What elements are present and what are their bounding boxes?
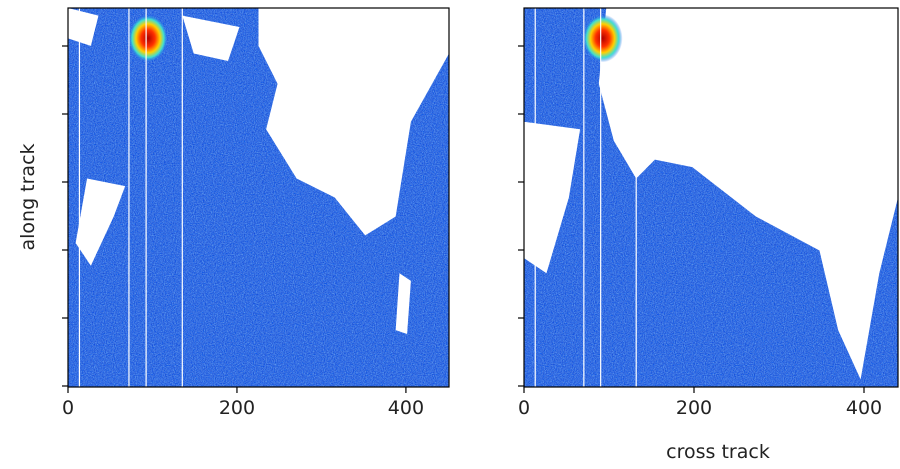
masked-region [598,8,898,380]
x-tick-label: 400 [846,397,882,419]
axes-frame [523,7,899,388]
y-axis-label: along track [17,143,39,250]
x-tick-label: 200 [676,397,712,419]
x-tick-label: 400 [388,397,424,419]
x-axis-label: cross track [666,441,770,463]
masked-region [182,15,240,62]
hotspot [582,14,623,63]
axes-frame [67,7,450,388]
hotspot [128,14,169,63]
masked-region [68,8,99,46]
masked-region [258,8,449,236]
masked-region [395,273,411,334]
x-tick-label: 0 [518,397,530,419]
x-tick-label: 0 [62,397,74,419]
masked-region [75,178,126,266]
heatmap [524,8,898,387]
masked-region [524,121,581,274]
x-tick-label: 200 [219,397,255,419]
heatmap [68,8,449,387]
